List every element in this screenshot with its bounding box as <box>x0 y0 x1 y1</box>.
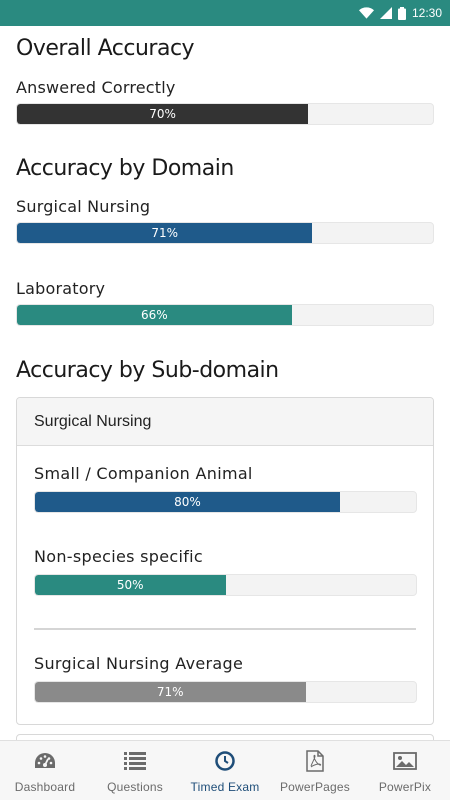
nav-dashboard[interactable]: Dashboard <box>0 741 90 800</box>
accuracy-by-subdomain-title: Accuracy by Sub-domain <box>16 358 279 383</box>
nav-powerpages[interactable]: PowerPages <box>270 741 360 800</box>
subdomain-average-label: Surgical Nursing Average <box>34 654 244 673</box>
clock-icon <box>215 750 235 772</box>
subdomain-bar-fill-non-species-specific <box>35 575 226 595</box>
status-icons: 12:30 <box>358 0 442 26</box>
image-icon <box>393 750 417 772</box>
dashboard-gauge-icon <box>33 750 57 772</box>
status-time: 12:30 <box>411 6 442 20</box>
nav-label-questions: Questions <box>107 780 163 794</box>
subdomain-bar-fill-small-companion-animal <box>35 492 340 512</box>
bottom-navigation: Dashboard Questions Timed Exam PowerPage… <box>0 740 450 800</box>
nav-timed-exam[interactable]: Timed Exam <box>180 741 270 800</box>
subdomain-average-bar: 71% <box>34 681 417 703</box>
subdomain-percent-small-companion-animal: 80% <box>174 495 201 509</box>
domain-percent-surgical-nursing: 71% <box>151 226 179 240</box>
wifi-icon <box>358 7 374 19</box>
overall-accuracy-percent: 70% <box>149 107 176 121</box>
results-content[interactable]: Overall Accuracy Answered Correctly 70% … <box>0 26 450 740</box>
list-icon <box>124 750 146 772</box>
nav-questions[interactable]: Questions <box>90 741 180 800</box>
subdomain-average-bar-fill <box>35 682 306 702</box>
subdomain-bar-small-companion-animal: 80% <box>34 491 417 513</box>
domain-bar-fill-laboratory <box>17 305 292 325</box>
nav-label-timed-exam: Timed Exam <box>190 780 260 794</box>
subdomain-label-non-species-specific: Non-species specific <box>34 547 203 566</box>
subdomain-percent-non-species-specific: 50% <box>116 578 144 592</box>
overall-accuracy-bar-fill <box>17 104 309 124</box>
domain-label-surgical-nursing: Surgical Nursing <box>16 197 151 216</box>
nav-label-dashboard: Dashboard <box>14 780 76 794</box>
subdomain-card-header: Surgical Nursing <box>17 398 433 446</box>
subdomain-bar-non-species-specific: 50% <box>34 574 417 596</box>
overall-accuracy-title: Overall Accuracy <box>16 36 195 61</box>
pdf-file-icon <box>306 750 324 772</box>
cellular-signal-icon <box>379 7 392 19</box>
nav-label-powerpix: PowerPix <box>378 780 432 794</box>
status-bar: 12:30 <box>0 0 450 26</box>
nav-label-powerpages: PowerPages <box>279 780 351 794</box>
domain-bar-surgical-nursing: 71% <box>16 222 434 244</box>
answered-correctly-label: Answered Correctly <box>16 78 176 97</box>
domain-bar-laboratory: 66% <box>16 304 434 326</box>
subdomain-card-surgical-nursing: Surgical Nursing Small / Companion Anima… <box>16 397 434 725</box>
accuracy-by-domain-title: Accuracy by Domain <box>16 156 234 181</box>
nav-powerpix[interactable]: PowerPix <box>360 741 450 800</box>
domain-percent-laboratory: 66% <box>140 308 168 322</box>
subdomain-card-header-title: Surgical Nursing <box>34 413 152 430</box>
subdomain-divider <box>34 628 416 630</box>
domain-label-laboratory: Laboratory <box>16 279 106 298</box>
next-subdomain-card <box>16 734 434 740</box>
subdomain-label-small-companion-animal: Small / Companion Animal <box>34 464 253 483</box>
subdomain-average-percent: 71% <box>156 685 184 699</box>
battery-icon <box>397 6 406 20</box>
domain-bar-fill-surgical-nursing <box>17 223 313 243</box>
overall-accuracy-bar: 70% <box>16 103 434 125</box>
